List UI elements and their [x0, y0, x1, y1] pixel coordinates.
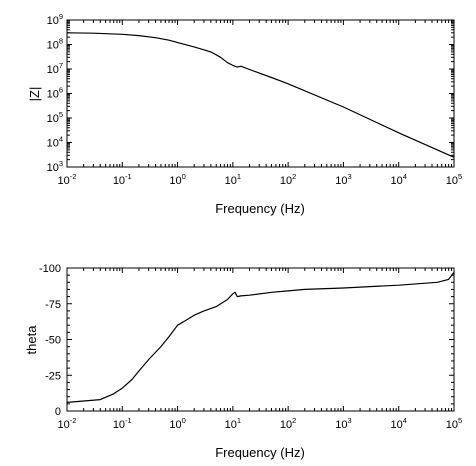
x-axis-label: Frequency (Hz) [215, 445, 305, 460]
tick-base: 10 [47, 138, 59, 150]
y-tick-label: 107 [47, 61, 63, 76]
x-tick-label: 101 [225, 416, 241, 431]
x-tick-labels: 10-2 10-1 100 101 102 103 104 105 [58, 416, 463, 431]
tick-exponent: 1 [237, 172, 241, 181]
tick-base: 10 [113, 419, 125, 431]
tick-base: 10 [47, 89, 59, 101]
x-tick-label: 102 [280, 172, 296, 187]
tick-base: 10 [113, 175, 125, 187]
tick-exponent: -1 [125, 416, 132, 425]
x-tick-label: 10-1 [113, 172, 132, 187]
tick-base: 10 [58, 419, 70, 431]
y-tick-label: -25 [45, 370, 61, 382]
tick-exponent: 7 [59, 61, 63, 70]
y-tick-label: 109 [47, 12, 63, 27]
tick-base: 10 [169, 419, 181, 431]
x-tick-label: 100 [169, 172, 185, 187]
tick-exponent: 3 [59, 159, 63, 168]
y-tick-label: 0 [55, 406, 61, 418]
y-tick-label: 103 [47, 159, 63, 174]
plot-frame [66, 267, 455, 412]
tick-exponent: 4 [59, 135, 63, 144]
tick-base: 10 [58, 175, 70, 187]
tick-exponent: 9 [59, 12, 63, 21]
y-tick-label: -50 [45, 335, 61, 347]
y-tick-labels: 0 -25 -50 -75 -100 [39, 263, 61, 418]
tick-exponent: 0 [182, 416, 186, 425]
x-tick-label: 102 [280, 416, 296, 431]
tick-base: 10 [280, 419, 292, 431]
tick-base: 10 [391, 175, 403, 187]
y-tick-label: 106 [47, 86, 63, 101]
y-axis-label: theta [24, 325, 39, 355]
tick-base: 10 [391, 419, 403, 431]
tick-exponent: 0 [182, 172, 186, 181]
x-tick-label: 10-2 [58, 416, 77, 431]
impedance-magnitude-plot: 10-2 10-1 100 101 102 103 104 105 1031041051061… [27, 12, 462, 216]
x-tick-label: 104 [391, 172, 407, 187]
tick-base: 10 [446, 175, 458, 187]
y-tick-label: 104 [47, 135, 63, 150]
tick-exponent: 5 [458, 172, 462, 181]
tick-exponent: 2 [292, 172, 296, 181]
x-tick-label: 103 [335, 416, 351, 431]
tick-exponent: 5 [59, 110, 63, 119]
tick-base: 10 [47, 15, 59, 27]
tick-base: 10 [280, 175, 292, 187]
tick-exponent: -1 [125, 172, 132, 181]
tick-exponent: 6 [59, 86, 63, 95]
x-tick-label: 105 [446, 416, 462, 431]
tick-exponent: 1 [237, 416, 241, 425]
tick-exponent: 5 [458, 416, 462, 425]
tick-base: 10 [47, 162, 59, 174]
y-tick-label: -100 [39, 263, 61, 275]
x-tick-label: 10-2 [58, 172, 77, 187]
tick-base: 10 [446, 419, 458, 431]
tick-base: 10 [225, 175, 237, 187]
tick-exponent: 3 [347, 416, 351, 425]
x-tick-label: 104 [391, 416, 407, 431]
tick-exponent: 4 [403, 172, 407, 181]
x-tick-label: 101 [225, 172, 241, 187]
tick-exponent: 2 [292, 416, 296, 425]
y-axis-label: |Z| [27, 87, 42, 102]
x-tick-label: 100 [169, 416, 185, 431]
x-tick-label: 10-1 [113, 416, 132, 431]
tick-base: 10 [335, 175, 347, 187]
tick-marks [66, 267, 455, 412]
tick-exponent: 4 [403, 416, 407, 425]
x-tick-label: 105 [446, 172, 462, 187]
y-tick-label: 105 [47, 110, 63, 125]
tick-base: 10 [335, 419, 347, 431]
x-axis-label: Frequency (Hz) [215, 201, 305, 216]
tick-exponent: 8 [59, 37, 63, 46]
tick-exponent: -2 [70, 416, 77, 425]
tick-base: 10 [225, 419, 237, 431]
plot-frame [66, 19, 455, 168]
x-tick-labels: 10-2 10-1 100 101 102 103 104 105 [58, 172, 463, 187]
tick-exponent: 3 [347, 172, 351, 181]
y-tick-label: 108 [47, 37, 63, 52]
phase-angle-plot: 10-2 10-1 100 101 102 103 104 105 0-25-50-75-10… [24, 263, 462, 460]
tick-base: 10 [47, 64, 59, 76]
y-tick-label: -75 [45, 299, 61, 311]
impedance-curve [66, 32, 455, 158]
tick-exponent: -2 [70, 172, 77, 181]
tick-marks [66, 19, 455, 168]
tick-base: 10 [47, 40, 59, 52]
tick-base: 10 [47, 113, 59, 125]
tick-base: 10 [169, 175, 181, 187]
x-tick-label: 103 [335, 172, 351, 187]
phase-curve [66, 271, 455, 403]
